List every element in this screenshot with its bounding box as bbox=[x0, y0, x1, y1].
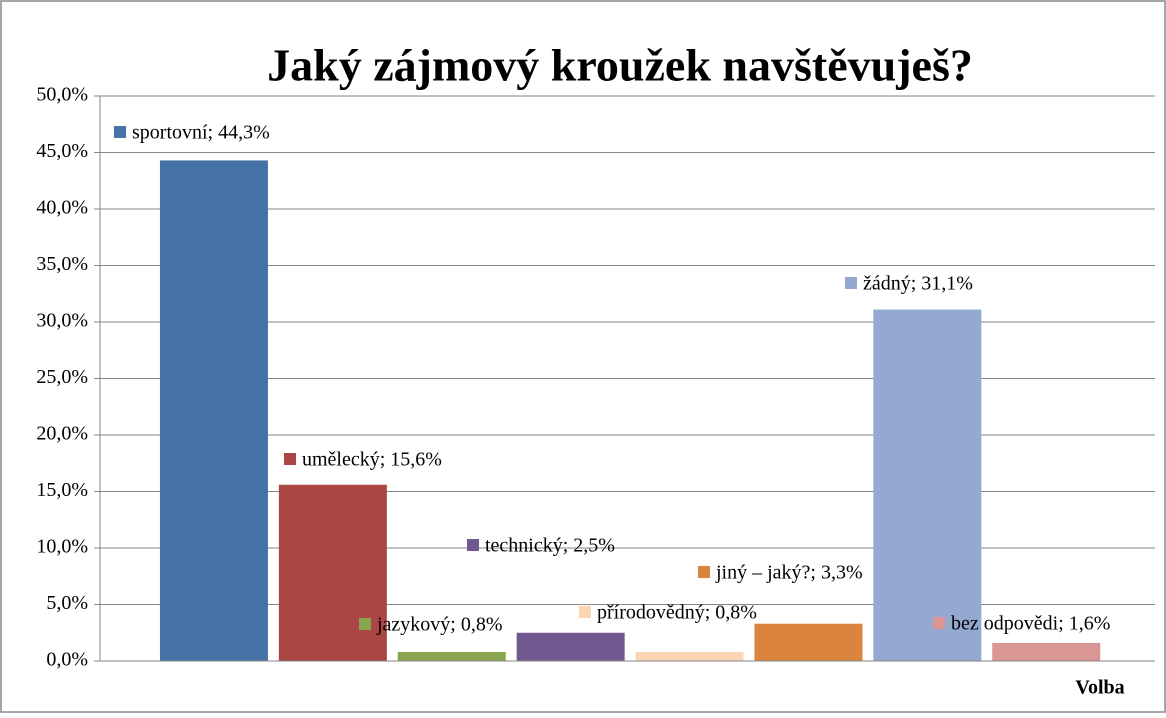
data-label: přírodovědný; 0,8% bbox=[597, 602, 757, 624]
data-label: sportovní; 44,3% bbox=[132, 122, 270, 144]
label-key bbox=[114, 126, 126, 138]
data-label: jiný – jaký?; 3,3% bbox=[715, 562, 863, 584]
data-label: technický; 2,5% bbox=[485, 535, 615, 557]
bar: přírodovědný bbox=[635, 651, 744, 661]
y-tick-label: 5,0% bbox=[46, 592, 88, 614]
data-label: žádný; 31,1% bbox=[863, 273, 973, 295]
y-tick-label: 35,0% bbox=[36, 253, 88, 275]
bar: jiný – jaký? bbox=[754, 623, 863, 661]
label-key bbox=[579, 606, 591, 618]
label-key bbox=[698, 566, 710, 578]
bar: žádný bbox=[873, 309, 982, 661]
label-key bbox=[467, 539, 479, 551]
data-label: umělecký; 15,6% bbox=[302, 449, 442, 471]
y-tick-label: 50,0% bbox=[36, 84, 88, 106]
y-tick-label: 0,0% bbox=[46, 649, 88, 671]
chart-title: Jaký zájmový kroužek navštěvuješ? bbox=[267, 40, 973, 91]
label-key bbox=[359, 618, 371, 630]
bar: technický bbox=[516, 632, 625, 661]
y-tick-label: 40,0% bbox=[36, 197, 88, 219]
label-key bbox=[933, 617, 945, 629]
y-tick-label: 20,0% bbox=[36, 423, 88, 445]
bar: sportovní bbox=[159, 160, 268, 661]
bar: bez odpovědi bbox=[992, 642, 1101, 661]
data-label: jazykový; 0,8% bbox=[376, 614, 503, 636]
bar: umělecký bbox=[278, 484, 387, 661]
data-label: bez odpovědi; 1,6% bbox=[951, 613, 1110, 635]
x-axis-label: Volba bbox=[1075, 677, 1124, 699]
label-key bbox=[845, 277, 857, 289]
y-tick-label: 10,0% bbox=[36, 536, 88, 558]
label-key bbox=[284, 453, 296, 465]
y-tick-label: 25,0% bbox=[36, 366, 88, 388]
y-tick-label: 15,0% bbox=[36, 479, 88, 501]
y-tick-label: 45,0% bbox=[36, 140, 88, 162]
y-tick-label: 30,0% bbox=[36, 310, 88, 332]
bar: jazykový bbox=[397, 651, 506, 661]
